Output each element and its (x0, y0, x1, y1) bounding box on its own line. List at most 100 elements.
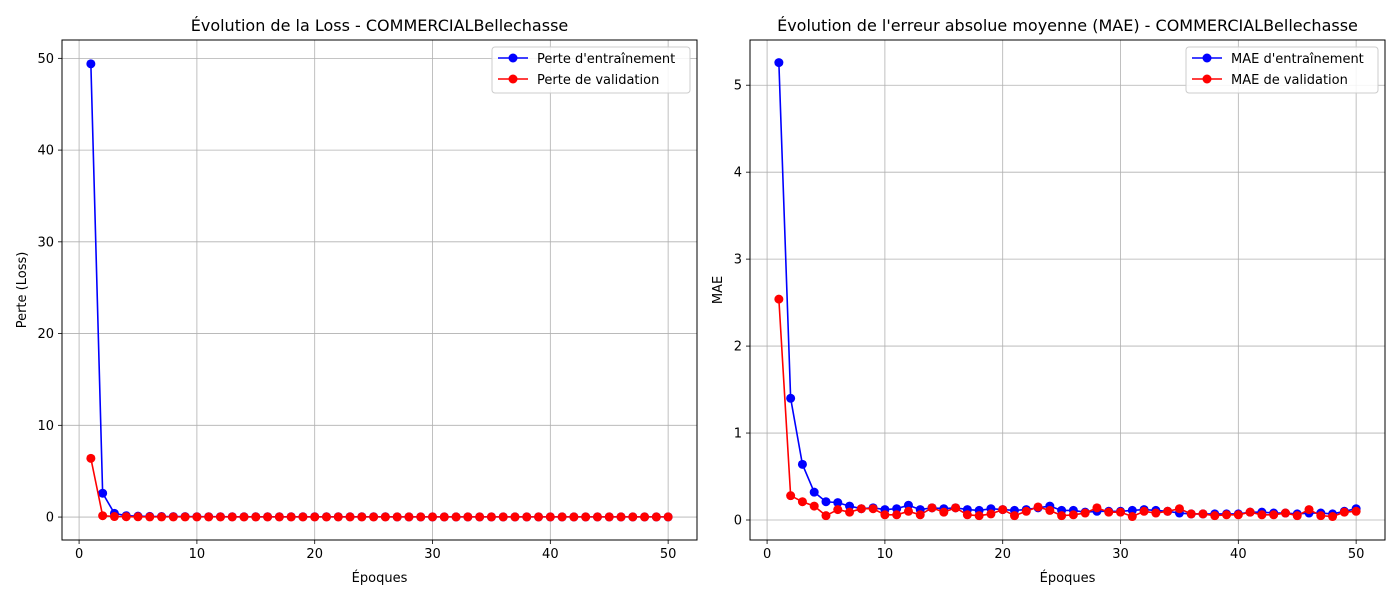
data-point (1198, 509, 1208, 519)
y-tick-label: 2 (734, 340, 742, 355)
data-point (369, 512, 379, 522)
x-axis-label: Époques (352, 570, 408, 586)
data-point (833, 505, 843, 515)
data-point (1151, 508, 1161, 518)
data-point (1092, 503, 1102, 513)
data-point (986, 509, 996, 519)
data-point (463, 512, 473, 522)
data-point (903, 506, 913, 516)
y-tick-label: 4 (734, 166, 742, 181)
data-point (786, 393, 796, 403)
plot-frame (749, 39, 1386, 541)
data-point (821, 511, 831, 521)
data-point (1116, 507, 1126, 517)
data-point (439, 512, 449, 522)
data-point (310, 512, 320, 522)
data-point (145, 512, 155, 522)
x-tick-label: 0 (763, 547, 771, 562)
y-axis-label: Perte (Loss) (15, 252, 30, 329)
data-point (1104, 507, 1114, 517)
data-point (915, 510, 925, 520)
legend: MAE d'entraînement MAE de validation (1185, 46, 1379, 94)
data-point (845, 507, 855, 517)
data-point (604, 512, 614, 522)
data-point (274, 512, 284, 522)
data-point (239, 512, 249, 522)
data-point (774, 58, 784, 68)
data-point (640, 512, 650, 522)
x-tick-label: 20 (306, 547, 323, 562)
data-point (1033, 502, 1043, 512)
data-point (998, 505, 1008, 515)
data-point (616, 512, 626, 522)
y-tick-label: 3 (734, 253, 742, 268)
data-point (581, 512, 591, 522)
data-point (1163, 506, 1173, 516)
y-axis-label: MAE (711, 276, 726, 304)
x-tick-label: 30 (424, 547, 441, 562)
data-point (251, 512, 261, 522)
legend-label: MAE d'entraînement (1231, 52, 1364, 67)
data-point (263, 512, 273, 522)
data-point (192, 512, 202, 522)
data-point (1068, 510, 1078, 520)
legend-label: Perte de validation (537, 73, 659, 88)
data-point (786, 491, 796, 501)
legend-label: Perte d'entraînement (537, 52, 675, 67)
data-point (157, 512, 167, 522)
mae-chart: 0 10 20 30 40 50 0 1 2 3 4 5 Évolution de l'erreur … (711, 16, 1386, 586)
data-point (168, 512, 178, 522)
data-point (321, 512, 331, 522)
data-point (416, 512, 426, 522)
data-point (486, 512, 496, 522)
data-point (1245, 507, 1255, 517)
data-point (557, 512, 567, 522)
data-point (1280, 508, 1290, 518)
data-point (475, 512, 485, 522)
data-point (974, 511, 984, 521)
data-point (1186, 509, 1196, 519)
y-tick-label: 10 (37, 419, 54, 434)
data-point (962, 510, 972, 520)
x-tick-label: 0 (75, 547, 83, 562)
data-point (380, 512, 390, 522)
y-tick-label: 50 (37, 52, 54, 67)
data-point (392, 512, 402, 522)
x-tick-label: 40 (1230, 547, 1247, 562)
x-tick-label: 40 (542, 547, 559, 562)
data-point (333, 512, 343, 522)
data-point (1127, 512, 1137, 522)
data-point (663, 512, 673, 522)
data-point (797, 497, 807, 507)
data-point (498, 512, 508, 522)
data-point (1292, 511, 1302, 521)
data-point (833, 498, 843, 508)
data-point (821, 497, 831, 507)
data-point (1057, 511, 1067, 521)
data-point (286, 512, 296, 522)
legend-marker (1202, 74, 1212, 84)
data-point (1222, 510, 1232, 520)
legend-marker (508, 74, 518, 84)
data-point (451, 512, 461, 522)
x-axis-label: Époques (1040, 570, 1096, 586)
data-point (1316, 511, 1326, 521)
data-point (1257, 510, 1267, 520)
data-point (1304, 505, 1314, 515)
data-point (133, 512, 143, 522)
data-point (880, 510, 890, 520)
data-point (774, 294, 784, 304)
x-tick-label: 50 (1348, 547, 1365, 562)
data-point (651, 512, 661, 522)
data-point (534, 512, 544, 522)
data-point (569, 512, 579, 522)
data-point (121, 512, 131, 522)
chart-title: Évolution de l'erreur absolue moyenne (M… (777, 16, 1358, 35)
data-point (215, 512, 225, 522)
data-point (797, 459, 807, 469)
data-point (1009, 511, 1019, 521)
x-tick-label: 10 (189, 547, 206, 562)
data-point (628, 512, 638, 522)
data-point (1174, 504, 1184, 514)
